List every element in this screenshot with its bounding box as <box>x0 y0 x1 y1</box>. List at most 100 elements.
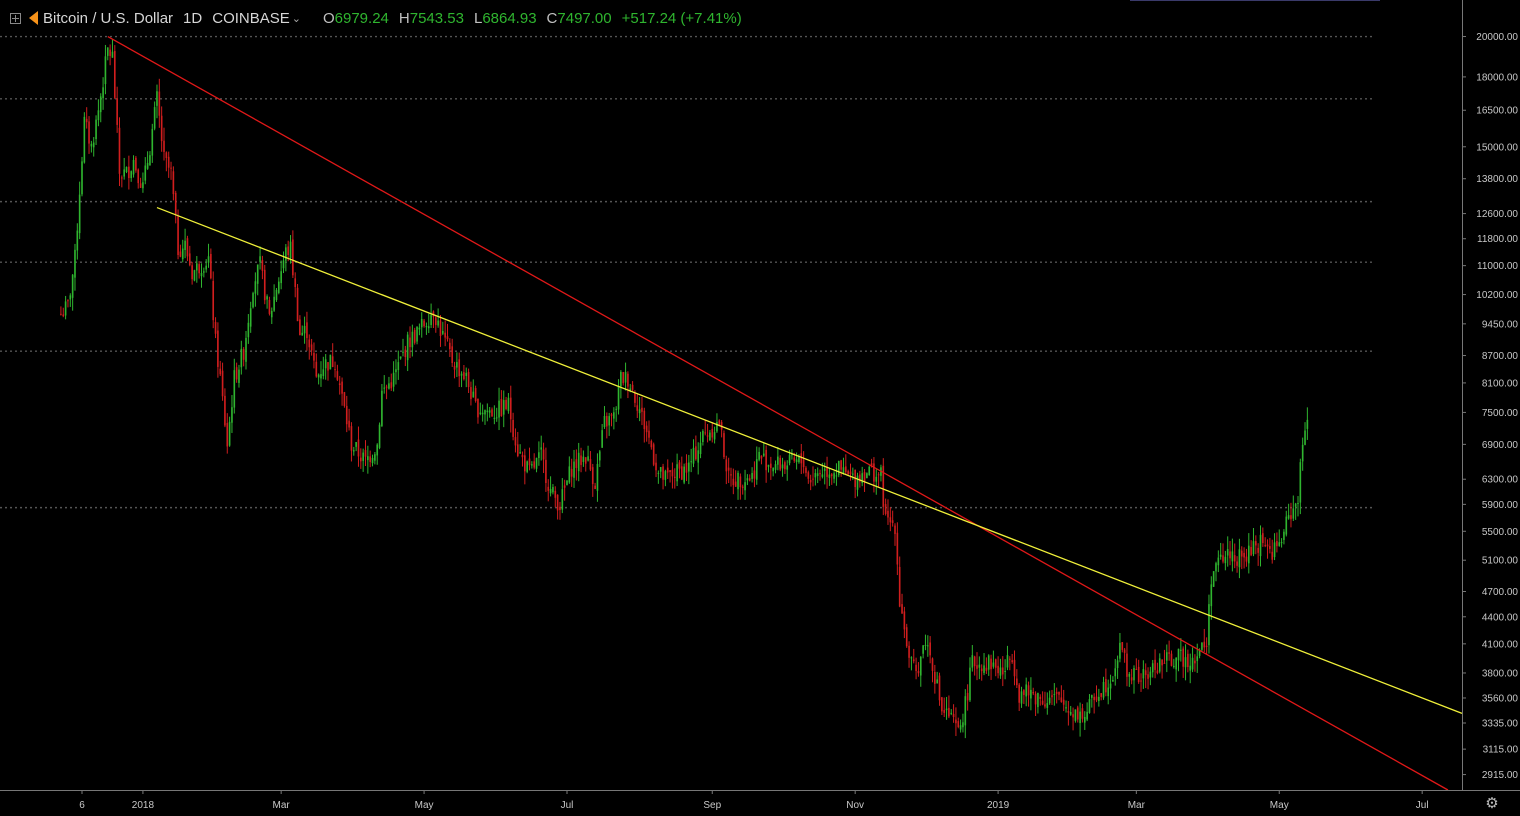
candle-body <box>1198 649 1201 656</box>
candle-body <box>1285 516 1288 535</box>
candle-body <box>568 466 571 483</box>
candle-body <box>823 468 826 471</box>
candle-body <box>830 474 833 477</box>
candle-body <box>563 485 566 488</box>
candle-body <box>528 458 531 466</box>
candle-body <box>882 465 885 507</box>
candle-body <box>149 155 151 166</box>
candle-body <box>666 467 669 473</box>
candle-body <box>983 665 985 673</box>
candle-body <box>924 644 927 646</box>
candle-body <box>266 296 268 300</box>
candle-body <box>688 462 690 472</box>
close-value: 7497.00 <box>557 9 612 27</box>
candle-body <box>1055 691 1058 694</box>
candle-body <box>1023 690 1025 695</box>
candle-body <box>390 382 393 389</box>
candle-body <box>505 399 507 409</box>
candle-body <box>1090 695 1093 698</box>
time-tick-label: 2018 <box>132 800 155 811</box>
candle-body <box>1259 534 1262 557</box>
candle-body <box>474 388 477 402</box>
candle-body <box>934 671 936 684</box>
candle-body <box>919 656 922 676</box>
candle-body <box>226 422 229 447</box>
candle-body <box>938 675 941 701</box>
candle-body <box>1280 542 1283 544</box>
interval[interactable]: 1D <box>183 9 203 27</box>
candle-body <box>762 453 765 456</box>
candle-body <box>894 525 896 535</box>
candle-body <box>629 388 632 391</box>
candle-body <box>509 397 512 420</box>
candle-body <box>807 472 810 479</box>
candle-body <box>903 611 906 630</box>
candle-body <box>610 414 613 416</box>
candle-body <box>1046 703 1049 708</box>
symbol-name[interactable]: Bitcoin / U.S. Dollar <box>43 9 174 27</box>
candle-body <box>1001 667 1004 675</box>
candle-body <box>741 486 744 488</box>
candle-body <box>1215 563 1217 572</box>
plus-square-icon[interactable] <box>10 12 21 24</box>
candle-body <box>219 368 222 375</box>
candle-body <box>730 474 732 476</box>
candle-body <box>1133 668 1135 681</box>
candle-body <box>910 657 913 659</box>
candle-body <box>116 98 118 125</box>
candle-body <box>716 422 718 432</box>
candle-body <box>256 264 259 284</box>
candle-body <box>591 467 594 485</box>
candle-body <box>179 251 182 257</box>
candle-body <box>802 459 805 468</box>
candle-body <box>526 461 528 472</box>
candle-body <box>484 410 486 415</box>
candle-body <box>203 271 205 273</box>
candle-body <box>901 604 903 614</box>
price-tick-label: 16500.00 <box>1476 106 1518 117</box>
candle-body <box>542 449 545 460</box>
candle-body <box>205 265 207 270</box>
candle-body <box>188 253 191 266</box>
candle-body <box>561 489 564 510</box>
candle-body <box>292 239 294 276</box>
candle-body <box>1290 515 1292 520</box>
price-axis[interactable]: 2915.00 3115.00 3335.00 3560.00 3800.00 4100.… <box>1462 0 1520 816</box>
candle-body <box>1069 711 1072 715</box>
candle-body <box>231 407 233 423</box>
candle-body <box>317 374 320 378</box>
candle-body <box>212 281 215 321</box>
time-axis[interactable]: 6 2018 Mar May Jul Sep Nov 2019 Mar May Jul <box>0 790 1520 811</box>
price-tick-label: 12600.00 <box>1476 209 1518 220</box>
candle-body <box>606 415 608 427</box>
candle-body <box>1304 430 1306 445</box>
candle-body <box>770 463 772 468</box>
candle-body <box>313 352 315 361</box>
candle-body <box>652 444 655 465</box>
candle-body <box>95 119 97 140</box>
candle-body <box>952 713 955 717</box>
candle-body <box>1287 515 1290 519</box>
candle-body <box>650 440 653 448</box>
candle-body <box>966 692 969 701</box>
gear-icon[interactable]: ⚙ <box>1485 795 1499 812</box>
candle-body <box>744 482 746 491</box>
trendlines[interactable] <box>107 35 1463 791</box>
candle-body <box>1142 669 1145 679</box>
candle-body <box>486 410 489 413</box>
candle-body <box>784 462 786 470</box>
candle-body <box>1245 556 1248 562</box>
chevron-down-icon[interactable]: ⌄ <box>291 12 301 25</box>
candle-body <box>1095 696 1098 701</box>
candle-body <box>1076 707 1079 720</box>
candle-body <box>500 399 503 417</box>
candle-body <box>1151 663 1154 673</box>
candle-body <box>812 478 814 480</box>
exchange[interactable]: COINBASE <box>212 9 290 27</box>
candle-body <box>153 107 156 129</box>
candle-body <box>929 642 931 656</box>
candle-body <box>132 159 135 175</box>
candle-body <box>748 478 751 481</box>
candle-body <box>718 420 721 426</box>
